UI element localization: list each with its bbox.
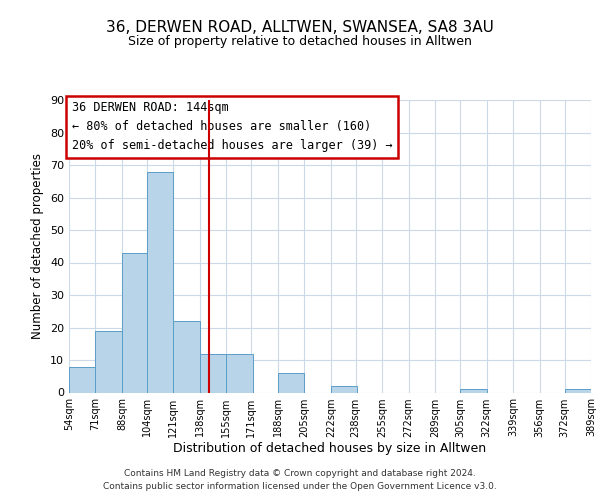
Text: Contains HM Land Registry data © Crown copyright and database right 2024.
Contai: Contains HM Land Registry data © Crown c… xyxy=(103,470,497,491)
Bar xyxy=(200,354,226,393)
Bar xyxy=(331,386,357,392)
Bar xyxy=(173,321,200,392)
Bar xyxy=(278,373,304,392)
Text: Size of property relative to detached houses in Alltwen: Size of property relative to detached ho… xyxy=(128,35,472,48)
Bar xyxy=(122,253,148,392)
Bar xyxy=(147,172,173,392)
Bar xyxy=(460,389,487,392)
X-axis label: Distribution of detached houses by size in Alltwen: Distribution of detached houses by size … xyxy=(173,442,487,456)
Bar xyxy=(69,366,95,392)
Y-axis label: Number of detached properties: Number of detached properties xyxy=(31,153,44,340)
Bar xyxy=(95,331,122,392)
Bar xyxy=(226,354,253,393)
Text: 36 DERWEN ROAD: 144sqm
← 80% of detached houses are smaller (160)
20% of semi-de: 36 DERWEN ROAD: 144sqm ← 80% of detached… xyxy=(71,102,392,152)
Bar xyxy=(565,389,591,392)
Text: 36, DERWEN ROAD, ALLTWEN, SWANSEA, SA8 3AU: 36, DERWEN ROAD, ALLTWEN, SWANSEA, SA8 3… xyxy=(106,20,494,35)
